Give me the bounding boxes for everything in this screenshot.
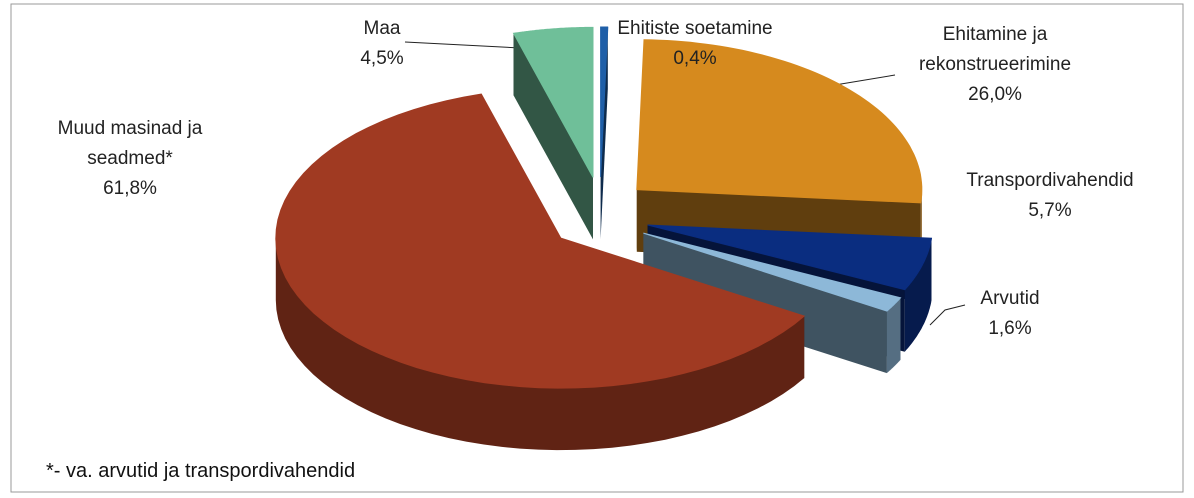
slice-edge [513,33,593,240]
category-label: Ehitiste soetamine [617,18,773,39]
footnote: *- va. arvutid ja transpordivahendid [46,460,356,482]
data-label: Muud masinad ja seadmed* 61,8% [30,114,230,204]
category-label: Transpordivahendid [966,170,1134,191]
value-label: 0,4% [673,48,717,69]
slice-top [647,224,933,291]
category-label: Muud masinad ja seadmed* [57,118,203,169]
value-label: 5,7% [1028,200,1072,221]
slice-side [275,238,805,451]
value-label: 4,5% [360,48,404,69]
slice-top [636,39,923,204]
value-label: 61,8% [103,178,157,199]
slice-top [275,93,806,389]
category-label: Ehitamine ja rekonstrueerimine [918,24,1072,75]
leader-line [929,304,966,326]
value-label: 26,0% [968,84,1022,105]
data-label: Transpordivahendid 5,7% [966,166,1133,226]
pie [275,26,933,451]
data-label: Ehitamine ja rekonstrueerimine 26,0% [896,20,1095,110]
value-label: 1,6% [988,318,1032,339]
slice-top [600,26,609,178]
slice-side [886,297,901,374]
data-label: Arvutid 1,6% [980,284,1039,344]
data-label: Maa 4,5% [360,14,403,74]
category-label: Maa [363,18,401,39]
slice-top [512,26,594,178]
category-label: Arvutid [980,288,1040,309]
data-label: Ehitiste soetamine 0,4% [617,14,772,74]
slice-top [643,232,902,312]
slice-side [904,238,932,352]
slice-edge [600,27,608,239]
